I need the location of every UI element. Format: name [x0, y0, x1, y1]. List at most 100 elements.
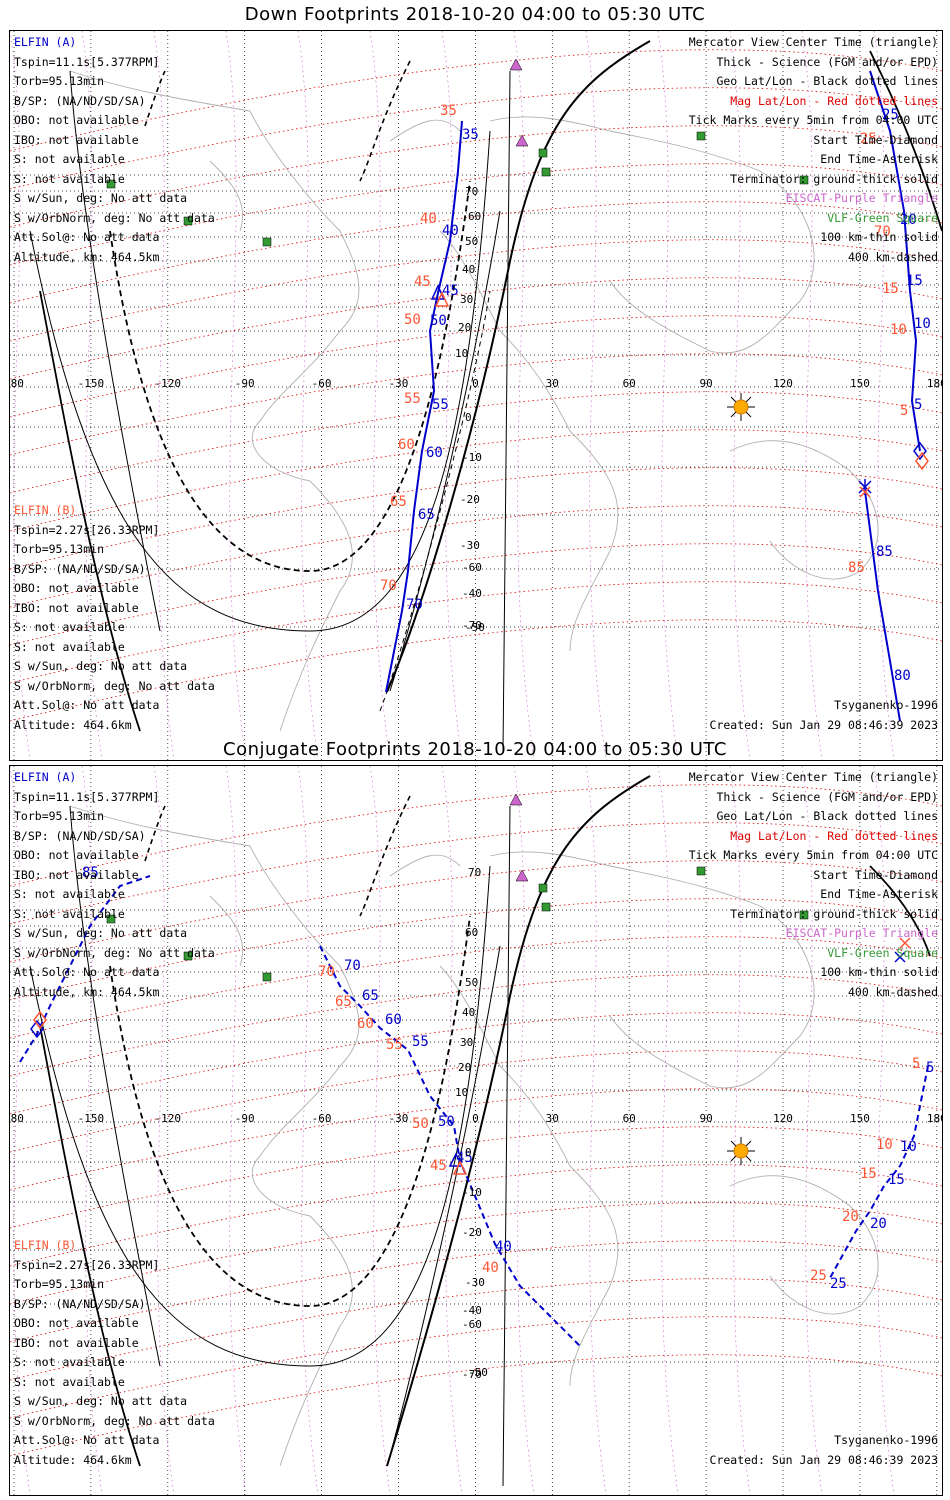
mag-lat-line	[10, 1050, 942, 1153]
elfin-a-info: ELFIN (A) Tspin=11.1s[5.377RPM] Torb=95.…	[14, 768, 215, 1002]
lon-tick-label: 90	[699, 377, 712, 390]
info-line: IBO: not available	[14, 1335, 139, 1350]
info-line: S w/OrbNorm, deg: No att data	[14, 945, 215, 960]
lat-tick-label: 50	[465, 235, 478, 248]
mag-lat-line	[10, 163, 942, 266]
legend-line: 400 km-dashed	[847, 984, 938, 999]
terminator-lines	[29, 40, 942, 752]
mag-lon-line	[369, 766, 391, 1495]
coastline	[389, 854, 461, 877]
lat-tick-label: 30	[460, 1036, 473, 1049]
track-time-label: 65	[390, 494, 407, 510]
geo-grid	[10, 766, 942, 1495]
track-time-label: 10	[876, 1137, 893, 1153]
track-time-label: 10	[890, 322, 907, 338]
legend: Mercator View Center Time (triangle) Thi…	[689, 768, 938, 1002]
axis-labels: 180-150-120-90-60-3003060901201501807060…	[10, 185, 942, 634]
track-time-label: 20	[900, 212, 917, 228]
mag-lon-line	[585, 766, 607, 1495]
info-line: S: not available	[14, 1355, 125, 1369]
mag-lon-line	[153, 31, 175, 760]
track-time-label: 45	[456, 1150, 473, 1166]
mag-lon-line	[657, 31, 679, 760]
info-line: S w/Sun, deg: No att data	[14, 926, 188, 940]
info-line: B/SP: (NA/ND/SD/SA)	[14, 93, 146, 108]
info-line: IBO: not available	[14, 867, 139, 882]
info-line: Altitude, km: 464.5km	[14, 984, 160, 999]
track-time-label: 25	[810, 1268, 827, 1284]
legend-line: VLF-Green Square	[827, 210, 938, 225]
vlf-square	[799, 910, 809, 920]
info-line: S w/OrbNorm, deg: No att data	[14, 1413, 215, 1428]
lon-tick-label: -150	[78, 377, 105, 390]
legend-line: EISCAT-Purple Triangle	[785, 191, 938, 205]
lon-tick-label: -60	[312, 377, 332, 390]
track-time-label: 15	[906, 273, 923, 289]
track-time-label: 35	[462, 127, 479, 143]
info-line: Att.Sol@: No att data	[14, 698, 160, 712]
vlf-square	[106, 179, 116, 189]
lat-tick-label: -30	[460, 539, 480, 552]
legend-line: End Time-Asterisk	[820, 887, 938, 901]
legend-line: Tick Marks every 5min from 04:00 UTC	[688, 848, 938, 862]
info-line: Tspin=2.27s[26.33RPM]	[14, 522, 160, 537]
elfin-a-info: ELFIN (A) Tspin=11.1s[5.377RPM] Torb=95.…	[14, 33, 215, 267]
track-time-label: 70	[380, 578, 397, 594]
track-time-label: 45	[442, 283, 459, 299]
mag-lon-line	[10, 31, 31, 760]
lat-tick-label: -70	[462, 619, 482, 632]
lat-tick-label: 20	[458, 321, 471, 334]
mag-lat-line	[10, 1240, 942, 1343]
elfin-b-label: ELFIN (B)	[14, 1238, 77, 1252]
elfin-b-label: ELFIN (B)	[14, 503, 77, 517]
info-line: Altitude: 464.6km	[14, 717, 132, 732]
track-time-label: 15	[888, 1172, 905, 1188]
legend-line: Thick - Science (FGM and/or EPD)	[716, 54, 938, 69]
info-line: OBO: not available	[14, 1316, 139, 1330]
track-time-label: 60	[357, 1016, 374, 1032]
lon-tick-label: 60	[623, 1112, 636, 1125]
mag-lat-line	[10, 1316, 942, 1419]
lat-tick-label: 10	[455, 347, 468, 360]
legend: Mercator View Center Time (triangle) Thi…	[689, 33, 938, 267]
info-line: Torb=95.13min	[14, 542, 105, 556]
info-line: S w/OrbNorm, deg: No att data	[14, 678, 215, 693]
info-line: B/SP: (NA/ND/SD/SA)	[14, 828, 146, 843]
info-line: Tspin=11.1s[5.377RPM]	[14, 789, 160, 804]
mag-lon-line	[873, 766, 895, 1495]
lat-tick-label: -60	[462, 561, 482, 574]
vlf-square	[262, 972, 272, 982]
lon-tick-label: 180	[10, 1112, 24, 1125]
track-time-label: 65	[335, 994, 352, 1010]
legend-line: 100 km-thin solid	[820, 230, 938, 244]
track-time-label: 5	[926, 1060, 934, 1076]
mag-lon-line	[153, 766, 175, 1495]
legend-line: 400 km-dashed	[847, 249, 938, 264]
track-time-label: 50	[412, 1116, 429, 1132]
eiscat-triangle	[509, 58, 523, 71]
lat-tick-label: 70	[465, 185, 478, 198]
mag-lon-line	[873, 31, 895, 760]
mag-lat-line	[10, 898, 942, 1001]
track-time-label: 60	[426, 445, 443, 461]
info-line: IBO: not available	[14, 132, 139, 147]
mag-lon-line	[81, 766, 103, 1495]
lat-tick-label: 60	[465, 926, 478, 939]
terminator-lines	[29, 775, 931, 1487]
start-diamond-b	[915, 451, 929, 471]
view-center-triangle-b	[452, 1160, 468, 1175]
info-line: Tspin=11.1s[5.377RPM]	[14, 54, 160, 69]
mag-lon-line	[657, 766, 679, 1495]
track-time-label: 70	[318, 964, 335, 980]
track-time-label: 20	[842, 1209, 859, 1225]
vlf-square	[262, 237, 272, 247]
legend-line: Mercator View Center Time (triangle)	[688, 35, 938, 49]
mag-lat-line	[10, 543, 942, 646]
view-center-triangle-b	[434, 291, 450, 307]
mag-lat-line	[10, 1126, 942, 1229]
created-label: Created: Sun Jan 29 08:46:39 2023	[709, 1452, 938, 1467]
track-markers	[430, 284, 929, 498]
legend-line: Terminator: ground-thick solid	[730, 906, 938, 921]
view-center-triangle	[448, 1152, 464, 1167]
